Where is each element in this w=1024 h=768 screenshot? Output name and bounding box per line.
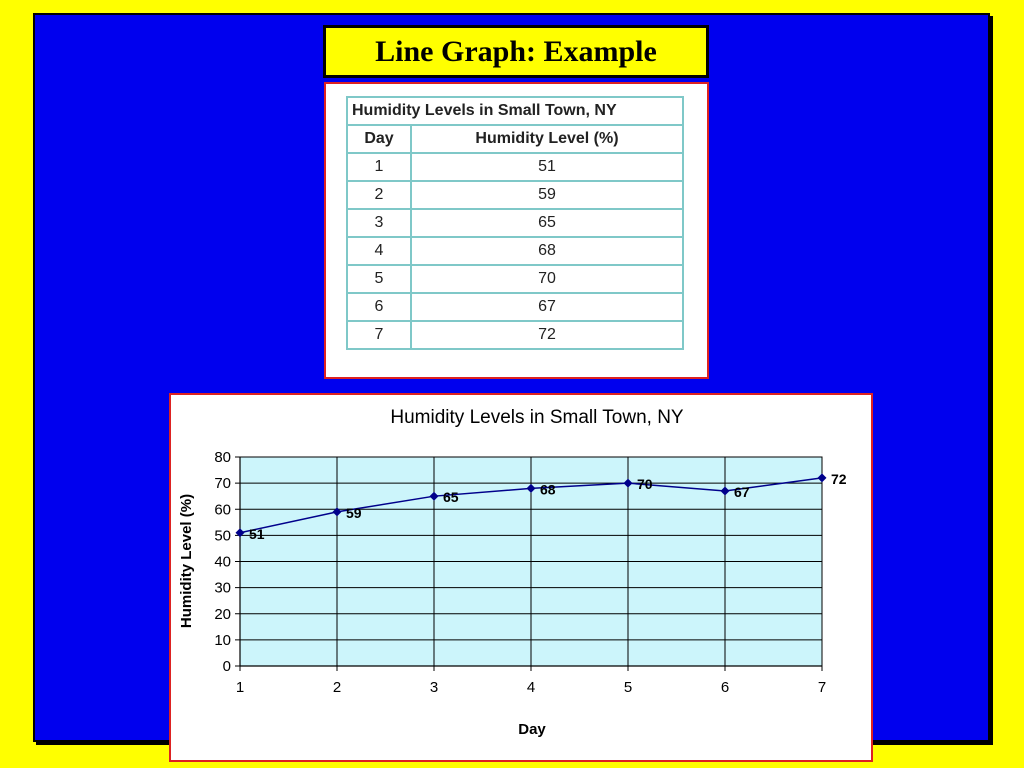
column-header-humidity: Humidity Level (%) [410, 124, 684, 154]
humidity-cell: 68 [410, 236, 684, 266]
day-cell: 5 [346, 264, 412, 294]
humidity-cell: 59 [410, 180, 684, 210]
column-header-day: Day [346, 124, 412, 154]
data-label: 67 [734, 484, 750, 500]
data-label: 70 [637, 476, 653, 492]
humidity-chart-panel: Humidity Levels in Small Town, NY 0 10 20 3… [169, 393, 873, 762]
data-label: 68 [540, 481, 556, 497]
humidity-cell: 65 [410, 208, 684, 238]
humidity-cell: 67 [410, 292, 684, 322]
y-axis-title: Humidity Level (%) [178, 494, 195, 628]
x-tick-label: 1 [236, 679, 244, 696]
slide-title: Line Graph: Example [323, 25, 709, 78]
table-row: 3 65 [346, 208, 684, 238]
x-tick-label: 3 [430, 679, 438, 696]
y-tick-label: 50 [214, 527, 231, 544]
humidity-cell: 70 [410, 264, 684, 294]
day-cell: 6 [346, 292, 412, 322]
data-point-marker [332, 507, 342, 517]
y-tick-label: 40 [214, 554, 231, 571]
data-label: 65 [443, 489, 459, 505]
data-point-marker [526, 483, 536, 493]
table-caption-row: Humidity Levels in Small Town, NY [346, 96, 684, 126]
chart-title: Humidity Levels in Small Town, NY [390, 407, 684, 428]
x-tick-label: 7 [818, 679, 826, 696]
data-label: 72 [831, 471, 847, 487]
day-cell: 4 [346, 236, 412, 266]
x-tick-label: 5 [624, 679, 632, 696]
humidity-table-panel: Humidity Levels in Small Town, NY Day Hu… [324, 82, 709, 379]
table-header-row: Day Humidity Level (%) [346, 124, 684, 154]
table-row: 4 68 [346, 236, 684, 266]
x-tick-label: 6 [721, 679, 729, 696]
x-axis-title: Day [518, 721, 546, 738]
data-point-marker [235, 528, 245, 538]
table-row: 7 72 [346, 320, 684, 350]
humidity-table: Humidity Levels in Small Town, NY Day Hu… [346, 96, 684, 350]
y-tick-label: 0 [223, 658, 231, 675]
day-cell: 1 [346, 152, 412, 182]
table-row: 5 70 [346, 264, 684, 294]
y-tick-label: 60 [214, 501, 231, 518]
data-point-marker [429, 491, 439, 501]
day-cell: 3 [346, 208, 412, 238]
y-tick-label: 80 [214, 449, 231, 466]
x-tick-label: 2 [333, 679, 341, 696]
y-tick-label: 30 [214, 580, 231, 597]
table-row: 6 67 [346, 292, 684, 322]
data-label: 59 [346, 505, 362, 521]
data-point-marker [720, 486, 730, 496]
y-tick-label: 20 [214, 606, 231, 623]
humidity-line-chart: Humidity Levels in Small Town, NY 0 10 20 3… [178, 407, 847, 738]
table-row: 2 59 [346, 180, 684, 210]
y-tick-label: 70 [214, 475, 231, 492]
y-tick-label: 10 [214, 632, 231, 649]
data-label: 51 [249, 526, 265, 542]
humidity-cell: 51 [410, 152, 684, 182]
humidity-cell: 72 [410, 320, 684, 350]
day-cell: 2 [346, 180, 412, 210]
day-cell: 7 [346, 320, 412, 350]
data-point-marker [623, 478, 633, 488]
x-tick-label: 4 [527, 679, 535, 696]
data-point-marker [817, 473, 827, 483]
table-caption: Humidity Levels in Small Town, NY [346, 96, 684, 126]
table-row: 1 51 [346, 152, 684, 182]
